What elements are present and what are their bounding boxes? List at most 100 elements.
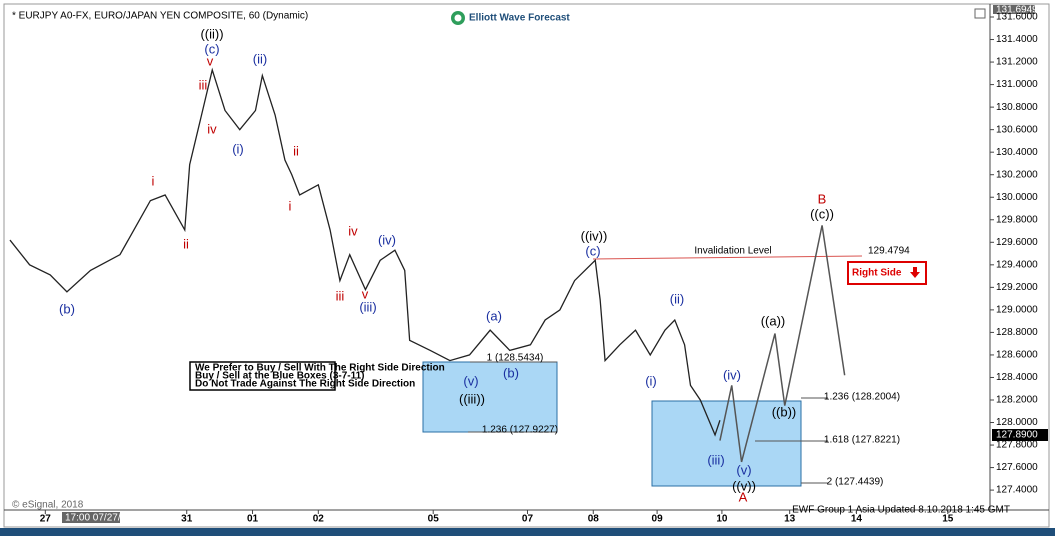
fib-label: 1 (128.5434) [487, 353, 544, 364]
wave-label: ((v)) [732, 478, 756, 493]
wave-label: iv [348, 223, 358, 238]
x-tick-label: 15 [942, 514, 954, 525]
top-price: 131.6949 [996, 5, 1038, 16]
invalidation-line [592, 255, 863, 260]
y-tick-label: 128.0000 [996, 417, 1038, 428]
x-tick-label: 10 [716, 514, 728, 525]
x-tick-label: 05 [428, 514, 440, 525]
cursor-time: 17:00 07/27/2018 [65, 513, 143, 524]
price-line [9, 67, 721, 437]
wave-label: ((iv)) [581, 228, 608, 243]
y-tick-label: 131.2000 [996, 57, 1038, 68]
x-tick-label: 31 [181, 514, 193, 525]
last-price: 127.8900 [996, 430, 1038, 441]
y-tick-label: 128.8000 [996, 327, 1038, 338]
frame [3, 3, 1050, 528]
wave-label: (v) [736, 462, 751, 477]
wave-label: A [739, 489, 748, 504]
x-tick-label: 09 [652, 514, 664, 525]
y-tick-label: 127.6000 [996, 462, 1038, 473]
wave-label: (iii) [707, 452, 724, 467]
y-tick-label: 130.8000 [996, 102, 1038, 113]
price-line [719, 225, 846, 463]
fib-label: 1.618 (127.8221) [824, 435, 900, 446]
wave-label: (iv) [378, 232, 396, 247]
y-tick-label: 130.4000 [996, 147, 1038, 158]
chart-title: * EURJPY A0-FX, EURO/JAPAN YEN COMPOSITE… [12, 11, 308, 22]
y-tick-label: 131.0000 [996, 79, 1038, 90]
wave-label: (iii) [359, 299, 376, 314]
note-line: We Prefer to Buy / Sell With The Right S… [195, 363, 445, 374]
wave-label: iii [199, 77, 208, 92]
wave-label: (v) [463, 373, 478, 388]
wave-label: B [818, 191, 827, 206]
wave-label: (i) [645, 373, 657, 388]
wave-label: ((ii)) [200, 26, 223, 41]
logo-text: Elliott Wave Forecast [469, 13, 570, 24]
fib-label: 1.236 (128.2004) [824, 392, 900, 403]
blue-box [422, 361, 558, 433]
right-side-box [847, 261, 927, 285]
y-tick-label: 127.8000 [996, 440, 1038, 451]
x-tick-label: 08 [588, 514, 600, 525]
top-price-box [993, 5, 1035, 14]
fib-label: 2 (127.4439) [827, 477, 884, 488]
down-arrow [910, 267, 920, 278]
wave-label: ((iii)) [459, 391, 485, 406]
y-tick-label: 128.2000 [996, 395, 1038, 406]
x-tick-label: 07 [522, 514, 534, 525]
wave-label: (b) [59, 301, 75, 316]
wave-label: (b) [503, 365, 519, 380]
wave-label: ((b)) [772, 404, 797, 419]
y-tick-label: 130.2000 [996, 169, 1038, 180]
wave-label: (i) [232, 141, 244, 156]
y-tick-label: 129.6000 [996, 237, 1038, 248]
note-line: Do Not Trade Against The Right Side Dire… [195, 379, 415, 390]
bottom-strip [0, 528, 1055, 536]
y-tick-label: 130.6000 [996, 124, 1038, 135]
y-tick-label: 129.4000 [996, 259, 1038, 270]
wave-label: ii [293, 143, 299, 158]
window-button[interactable] [974, 8, 986, 19]
y-tick-label: 128.6000 [996, 350, 1038, 361]
y-tick-label: 130.0000 [996, 192, 1038, 203]
y-tick-label: 131.4000 [996, 34, 1038, 45]
blue-box [651, 400, 802, 487]
x-tick-label: 01 [247, 514, 259, 525]
right-side-label: Right Side [852, 268, 902, 279]
wave-label: ii [183, 236, 189, 251]
wave-label: (ii) [670, 291, 684, 306]
fib-label: 1.236 (127.9227) [482, 425, 558, 436]
wave-label: v [362, 286, 369, 301]
wave-label: (a) [486, 308, 502, 323]
copyright: © eSignal, 2018 [12, 500, 84, 511]
wave-label: (c) [585, 243, 600, 258]
y-tick-label: 129.2000 [996, 282, 1038, 293]
y-tick-label: 127.4000 [996, 485, 1038, 496]
wave-label: iii [336, 288, 345, 303]
cursor-time-box [62, 512, 120, 523]
y-tick-label: 131.6000 [996, 12, 1038, 23]
wave-label: i [152, 173, 155, 188]
wave-label: i [289, 198, 292, 213]
x-tick-label: 14 [851, 514, 863, 525]
wave-label: (c) [204, 41, 219, 56]
note-line: Buy / Sell at the Blue Boxes (3-7-11) [195, 371, 365, 382]
wave-label: (iv) [723, 367, 741, 382]
wave-label: ((c)) [810, 206, 834, 221]
x-tick-label: 13 [784, 514, 796, 525]
note-box [189, 361, 336, 391]
y-tick-label: 129.0000 [996, 305, 1038, 316]
last-price-box [992, 429, 1048, 441]
y-tick-label: 129.8000 [996, 214, 1038, 225]
wave-label: ((a)) [761, 313, 786, 328]
logo-icon-inner [454, 14, 462, 22]
wave-label: v [207, 53, 214, 68]
invalidation-text: Invalidation Level [694, 246, 771, 257]
wave-label: (ii) [253, 51, 267, 66]
x-tick-label: 02 [313, 514, 325, 525]
footer: EWF Group 1 Asia Updated 8.10.2018 1:45 … [792, 505, 1010, 516]
y-tick-label: 128.4000 [996, 372, 1038, 383]
x-tick-label: 27 [40, 514, 52, 525]
